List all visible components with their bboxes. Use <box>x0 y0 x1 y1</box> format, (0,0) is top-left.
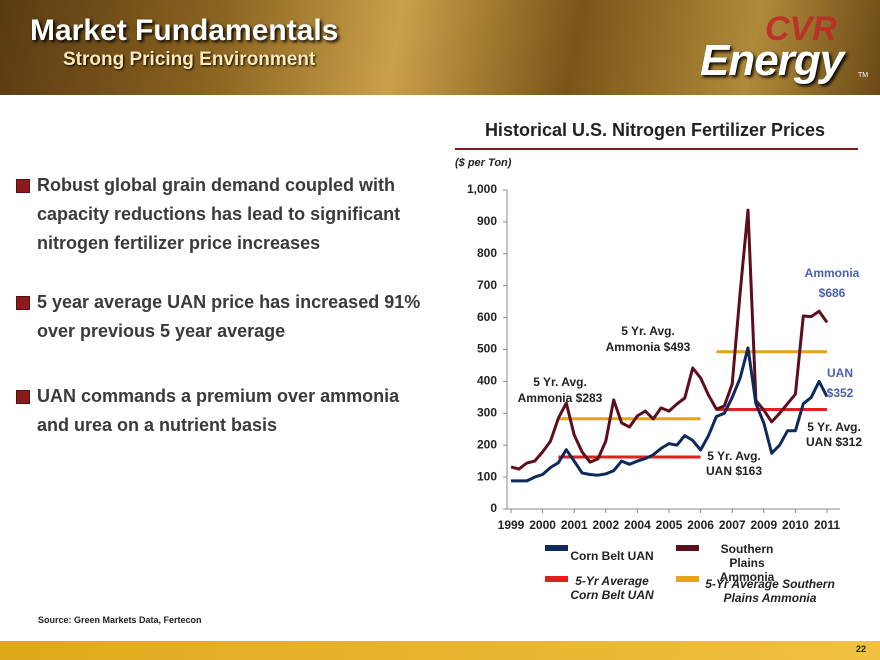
annotation: Ammonia $283 <box>518 391 603 405</box>
legend-swatch <box>676 545 699 551</box>
series-line <box>510 208 829 471</box>
series-line <box>511 346 829 483</box>
annotation: $352 <box>827 386 854 400</box>
annotation: Ammonia <box>805 266 860 280</box>
bullet-marker <box>16 179 30 193</box>
bullet-text: Robust global grain demand coupled with … <box>37 175 401 253</box>
annotation: UAN $312 <box>806 435 862 449</box>
legend-swatch <box>676 576 699 582</box>
legend-swatch <box>545 576 568 582</box>
x-tick-label: 2007 <box>719 518 746 532</box>
x-tick-label: 2011 <box>814 518 840 532</box>
x-tick-label: 2009 <box>750 518 777 532</box>
header-band: Market Fundamentals Strong Pricing Envir… <box>0 0 880 95</box>
y-axis-label: ($ per Ton) <box>455 157 512 169</box>
annotation: UAN <box>827 366 853 380</box>
legend-label: 5-Yr Average Southern Plains Ammonia <box>705 577 835 605</box>
logo-cvr: CVR <box>765 10 837 48</box>
y-tick-label: 200 <box>477 437 497 451</box>
logo-tm: TM <box>858 72 869 79</box>
y-tick-label: 1,000 <box>467 182 497 196</box>
slide-title: Market Fundamentals <box>30 14 339 47</box>
annotation: 5 Yr. Avg. <box>707 449 761 463</box>
legend-swatch <box>545 545 568 551</box>
chart-title: Historical U.S. Nitrogen Fertilizer Pric… <box>485 120 825 140</box>
x-tick-label: 2005 <box>656 518 683 532</box>
y-tick-label: 900 <box>477 214 497 228</box>
annotation: Ammonia $493 <box>606 340 691 354</box>
x-tick-label: 2001 <box>561 518 588 532</box>
y-tick-label: 0 <box>490 501 497 515</box>
y-tick-label: 700 <box>477 278 497 292</box>
y-tick-label: 800 <box>477 246 497 260</box>
y-tick-label: 100 <box>477 469 497 483</box>
legend-label: Southern Plains Ammonia <box>719 542 775 584</box>
bullet-text: 5 year average UAN price has increased 9… <box>37 292 421 341</box>
y-tick-label: 300 <box>477 405 497 419</box>
slide-subtitle: Strong Pricing Environment <box>63 49 316 70</box>
annotation: 5 Yr. Avg. <box>807 420 861 434</box>
x-tick-label: 2006 <box>687 518 714 532</box>
x-tick-label: 2002 <box>592 518 619 532</box>
bullet-marker <box>16 296 30 310</box>
x-tick-label: 2010 <box>782 518 809 532</box>
annotation: 5 Yr. Avg. <box>533 375 587 389</box>
x-tick-label: 2004 <box>624 518 651 532</box>
y-tick-label: 500 <box>477 342 497 356</box>
page-number: 22 <box>855 644 866 654</box>
footer-band: 22 <box>0 641 880 660</box>
chart: Historical U.S. Nitrogen Fertilizer Pric… <box>455 120 862 582</box>
bullet-marker <box>16 390 30 404</box>
series-line <box>558 408 827 459</box>
x-tick-label: 2000 <box>529 518 556 532</box>
y-tick-label: 600 <box>477 310 497 324</box>
source-note: Source: Green Markets Data, Fertecon <box>38 615 202 625</box>
annotation: 5 Yr. Avg. <box>621 324 675 338</box>
bullet-text: UAN commands a premium over ammonia and … <box>37 386 400 435</box>
legend-label: 5-Yr Average Corn Belt UAN <box>570 574 654 602</box>
annotation: $686 <box>819 286 846 300</box>
x-tick-label: 1999 <box>498 518 525 532</box>
y-tick-label: 400 <box>477 374 497 388</box>
legend-label: Corn Belt UAN <box>570 549 654 563</box>
annotation: UAN $163 <box>706 464 762 478</box>
logo-energy: Energy <box>700 36 844 85</box>
